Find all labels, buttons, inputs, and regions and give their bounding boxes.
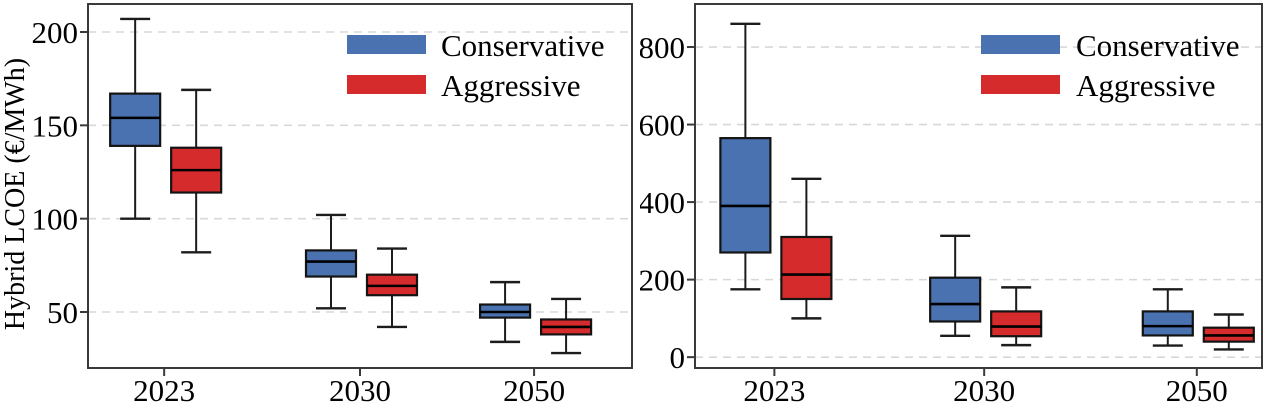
plot-frame	[694, 3, 1263, 369]
box-conservative-2050	[478, 280, 532, 344]
x-tick-label: 2030	[329, 373, 391, 407]
x-tick-label: 2050	[1166, 373, 1228, 407]
iqr-box	[780, 235, 833, 301]
x-tick-label: 2023	[133, 373, 195, 407]
box-aggressive-2030	[365, 247, 419, 329]
right-boxplot-chart: 0 200 400 600 800 2023 2030 2050 Conservative A…	[640, 3, 1263, 407]
iqr-box	[929, 276, 982, 323]
box-aggressive-2050	[539, 297, 593, 355]
box-conservative-2030	[304, 213, 358, 310]
legend-swatch-aggressive	[347, 75, 426, 94]
y-tick-label: 150	[32, 108, 79, 143]
box-conservative-2023	[109, 17, 162, 220]
legend-swatch-aggressive	[981, 75, 1060, 94]
iqr-box	[304, 249, 358, 278]
legend-label-conservative: Conservative	[1076, 28, 1240, 63]
x-tick-label: 2030	[953, 373, 1015, 407]
iqr-box	[990, 310, 1043, 338]
y-tick-label: 200	[640, 263, 685, 298]
legend-label-aggressive: Aggressive	[441, 68, 580, 103]
left-boxplot-chart: 50 100 150 200 2023 2030 2050 Hybrid LCOE (€/M…	[0, 3, 633, 407]
iqr-box	[719, 137, 772, 254]
iqr-box	[1141, 310, 1194, 337]
x-tick-label: 2023	[743, 373, 805, 407]
box-aggressive-2030	[990, 286, 1043, 347]
y-tick-label: 400	[640, 185, 685, 220]
legend-swatch-conservative	[347, 35, 426, 54]
box-aggressive-2050	[1202, 313, 1255, 351]
box-conservative-2023	[719, 22, 772, 291]
iqr-box	[109, 92, 162, 147]
box-conservative-2050	[1141, 288, 1194, 347]
y-tick-label: 200	[32, 15, 79, 50]
box-conservative-2030	[929, 234, 982, 338]
y-tick-label: 100	[32, 202, 79, 237]
y-tick-label: 600	[640, 108, 685, 143]
x-tick-label: 2050	[503, 373, 565, 407]
y-tick-label: 50	[47, 295, 78, 330]
y-tick-label: 800	[640, 30, 685, 65]
legend: Conservative Aggressive	[981, 28, 1240, 103]
y-axis-label: Hybrid LCOE (€/MWh)	[0, 58, 31, 330]
legend: Conservative Aggressive	[347, 28, 605, 103]
box-aggressive-2023	[780, 177, 833, 320]
legend-swatch-conservative	[981, 35, 1060, 54]
box-aggressive-2023	[170, 88, 223, 254]
y-tick-label: 0	[670, 340, 686, 375]
legend-label-aggressive: Aggressive	[1076, 68, 1215, 103]
legend-label-conservative: Conservative	[441, 28, 605, 63]
